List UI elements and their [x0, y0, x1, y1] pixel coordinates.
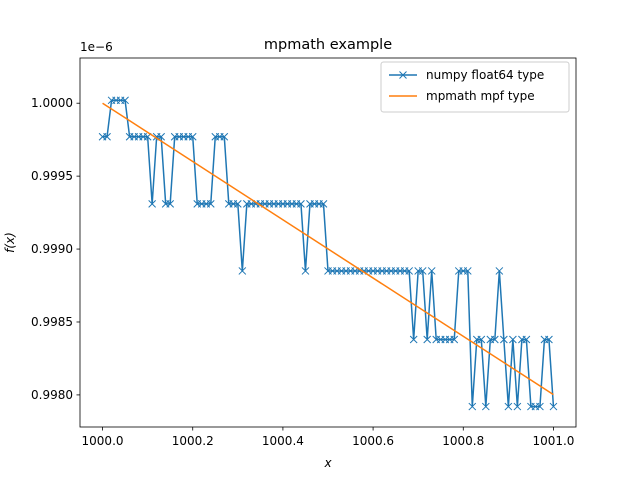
data-point — [427, 267, 436, 275]
data-point — [206, 199, 215, 208]
plot-area — [98, 96, 558, 411]
y-tick-label: 1.0000 — [31, 96, 73, 110]
data-point — [238, 267, 247, 275]
chart-title: mpmath example — [264, 37, 392, 53]
data-point — [148, 199, 156, 208]
data-point — [220, 132, 229, 141]
data-point — [166, 199, 175, 208]
data-point — [450, 335, 459, 344]
legend-label: numpy float64 type — [426, 68, 544, 82]
legend-label: mpmath mpf type — [426, 89, 535, 103]
data-point — [504, 402, 513, 411]
x-tick-label: 1000.6 — [352, 434, 394, 448]
data-point — [545, 335, 553, 344]
y-tick-label: 0.9995 — [31, 169, 73, 183]
x-tick-label: 1001.0 — [532, 434, 574, 448]
data-point — [490, 335, 499, 344]
data-point — [468, 402, 477, 411]
data-point — [405, 267, 414, 275]
data-point — [423, 335, 432, 344]
data-point — [103, 132, 111, 141]
axis-ticks: 1000.0 1000.2 1000.4 1000.6 1000.8 1001.0 0.99… — [31, 96, 574, 448]
y-tick-label: 0.9980 — [31, 388, 73, 402]
data-point — [463, 267, 472, 275]
legend-box — [380, 61, 570, 113]
y-axis-label: f(x) — [3, 232, 17, 253]
data-point — [301, 267, 310, 275]
y-axis-offset-text: 1e−6 — [80, 40, 113, 54]
x-tick-label: 1000.8 — [442, 434, 484, 448]
data-point — [509, 335, 517, 344]
data-point — [513, 402, 522, 411]
data-point — [522, 335, 531, 344]
data-point — [549, 402, 558, 411]
data-point — [481, 402, 490, 411]
x-tick-label: 1000.4 — [262, 434, 304, 448]
data-point — [121, 96, 129, 105]
data-point — [477, 335, 486, 344]
data-point — [319, 199, 328, 208]
data-point — [495, 267, 504, 275]
x-axis-label: x — [323, 456, 332, 470]
axes-frame — [79, 57, 577, 428]
data-point — [233, 199, 242, 208]
legend: numpy float64 type mpmath mpf type — [380, 61, 570, 113]
series-line-1 — [102, 102, 554, 396]
data-point — [536, 402, 544, 411]
data-point — [500, 335, 508, 344]
legend-marker — [399, 71, 407, 79]
data-point — [418, 267, 427, 275]
x-tick-label: 1000.2 — [172, 434, 214, 448]
y-tick-label: 0.9985 — [31, 315, 73, 329]
data-point — [409, 335, 418, 344]
data-point — [297, 199, 305, 208]
data-point — [188, 132, 197, 141]
y-tick-label: 0.9990 — [31, 242, 73, 256]
x-tick-label: 1000.0 — [82, 434, 124, 448]
